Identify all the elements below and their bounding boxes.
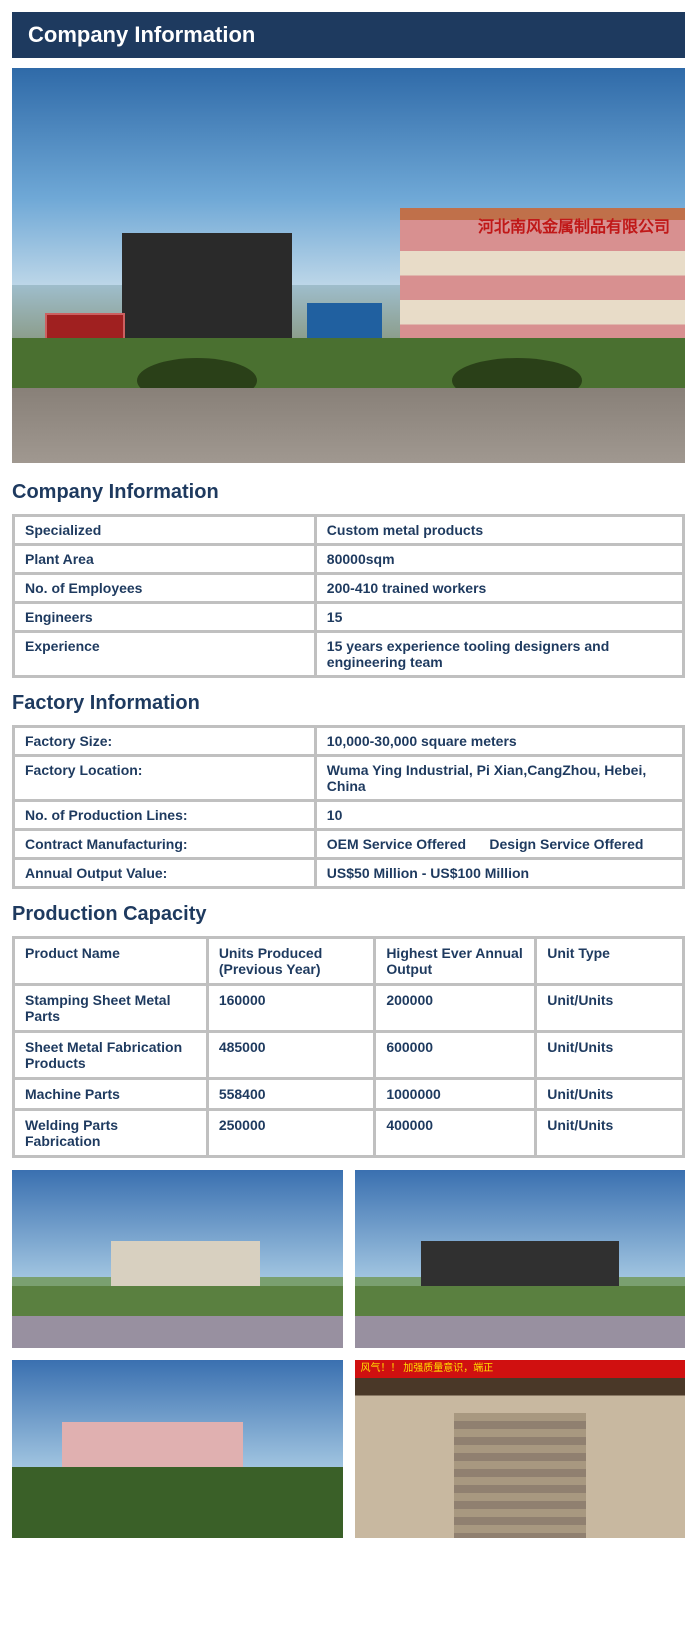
cell-label: Annual Output Value: <box>15 860 314 886</box>
table-row: Factory Size:10,000-30,000 square meters <box>15 728 682 754</box>
cell-type: Unit/Units <box>537 986 682 1030</box>
cell-type: Unit/Units <box>537 1111 682 1155</box>
hero-image: 河北南风金属制品有限公司 <box>12 68 685 463</box>
cell-label: Contract Manufacturing: <box>15 831 314 857</box>
thumb-stairs <box>454 1413 586 1538</box>
cell-value: 10 <box>317 802 682 828</box>
cell-highest: 400000 <box>376 1111 534 1155</box>
table-row: Stamping Sheet Metal Parts 160000 200000… <box>15 986 682 1030</box>
cell-value: Wuma Ying Industrial, Pi Xian,CangZhou, … <box>317 757 682 799</box>
gallery-thumb <box>12 1360 343 1538</box>
cell-highest: 1000000 <box>376 1080 534 1108</box>
cell-units: 160000 <box>209 986 374 1030</box>
cell-highest: 600000 <box>376 1033 534 1077</box>
column-header: Unit Type <box>537 939 682 983</box>
column-header: Highest Ever Annual Output <box>376 939 534 983</box>
thumb-grass <box>12 1467 343 1538</box>
thumb-road <box>12 1316 343 1348</box>
header-bar: Company Information <box>12 12 685 58</box>
column-header: Product Name <box>15 939 206 983</box>
cell-label: No. of Production Lines: <box>15 802 314 828</box>
table-row: Plant Area80000sqm <box>15 546 682 572</box>
cell-product: Sheet Metal Fabrication Products <box>15 1033 206 1077</box>
table-row: Factory Location:Wuma Ying Industrial, P… <box>15 757 682 799</box>
cell-value: 15 years experience tooling designers an… <box>317 633 682 675</box>
thumb-building <box>111 1241 260 1286</box>
hero-road <box>12 388 685 463</box>
cell-product: Stamping Sheet Metal Parts <box>15 986 206 1030</box>
cell-value: US$50 Million - US$100 Million <box>317 860 682 886</box>
table-row: SpecializedCustom metal products <box>15 517 682 543</box>
hero-grass <box>12 338 685 393</box>
section-title-factory: Factory Information <box>12 692 685 715</box>
column-header: Units Produced (Previous Year) <box>209 939 374 983</box>
cell-value: 10,000-30,000 square meters <box>317 728 682 754</box>
led-display: 风气！！ 加强质量意识，端正 <box>355 1360 686 1378</box>
gallery-thumb <box>12 1170 343 1348</box>
cell-type: Unit/Units <box>537 1033 682 1077</box>
cell-value: 15 <box>317 604 682 630</box>
cell-label: Specialized <box>15 517 314 543</box>
table-row: No. of Employees200-410 trained workers <box>15 575 682 601</box>
cell-label: Factory Size: <box>15 728 314 754</box>
cell-highest: 200000 <box>376 986 534 1030</box>
thumb-building <box>421 1241 619 1286</box>
hero-signage-text: 河北南风金属制品有限公司 <box>478 213 670 237</box>
section-title-company: Company Information <box>12 481 685 504</box>
hero-building-left <box>122 233 292 338</box>
cell-product: Machine Parts <box>15 1080 206 1108</box>
cell-product: Welding Parts Fabrication <box>15 1111 206 1155</box>
cell-label: Plant Area <box>15 546 314 572</box>
table-row: Experience15 years experience tooling de… <box>15 633 682 675</box>
table-row: Contract Manufacturing:OEM Service Offer… <box>15 831 682 857</box>
cell-label: Factory Location: <box>15 757 314 799</box>
cell-value: OEM Service Offered Design Service Offer… <box>317 831 682 857</box>
thumb-road <box>355 1316 686 1348</box>
cell-value: 80000sqm <box>317 546 682 572</box>
table-row: Engineers15 <box>15 604 682 630</box>
cell-units: 485000 <box>209 1033 374 1077</box>
table-header-row: Product Name Units Produced (Previous Ye… <box>15 939 682 983</box>
cell-label: Engineers <box>15 604 314 630</box>
cell-type: Unit/Units <box>537 1080 682 1108</box>
cell-label: Experience <box>15 633 314 675</box>
cell-value: 200-410 trained workers <box>317 575 682 601</box>
table-row: Sheet Metal Fabrication Products 485000 … <box>15 1033 682 1077</box>
factory-info-table: Factory Size:10,000-30,000 square meters… <box>12 725 685 889</box>
cell-units: 250000 <box>209 1111 374 1155</box>
gallery-thumb: 风气！！ 加强质量意识，端正 <box>355 1360 686 1538</box>
table-row: Machine Parts 558400 1000000 Unit/Units <box>15 1080 682 1108</box>
production-capacity-table: Product Name Units Produced (Previous Ye… <box>12 936 685 1158</box>
gallery-thumb <box>355 1170 686 1348</box>
image-gallery: 风气！！ 加强质量意识，端正 <box>12 1170 685 1538</box>
table-row: Welding Parts Fabrication 250000 400000 … <box>15 1111 682 1155</box>
section-title-production: Production Capacity <box>12 903 685 926</box>
table-row: Annual Output Value:US$50 Million - US$1… <box>15 860 682 886</box>
cell-units: 558400 <box>209 1080 374 1108</box>
company-info-table: SpecializedCustom metal products Plant A… <box>12 514 685 678</box>
cell-label: No. of Employees <box>15 575 314 601</box>
cell-value: Custom metal products <box>317 517 682 543</box>
header-title: Company Information <box>28 22 255 47</box>
table-row: No. of Production Lines:10 <box>15 802 682 828</box>
